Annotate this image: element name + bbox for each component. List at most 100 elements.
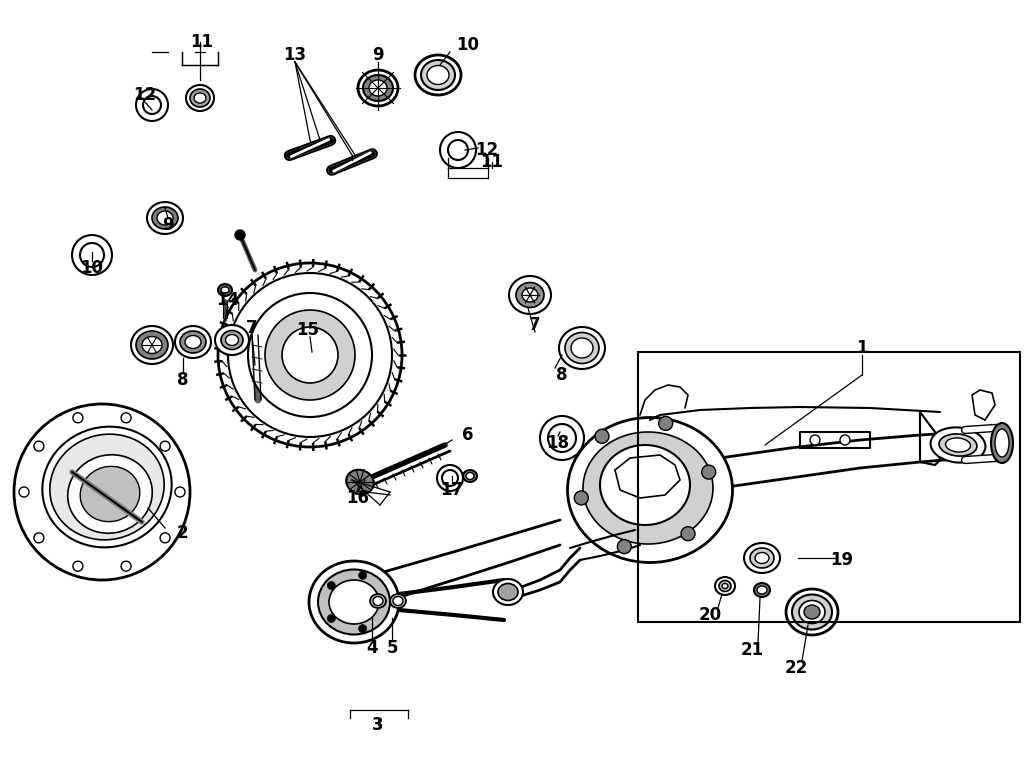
Ellipse shape (568, 418, 733, 562)
Circle shape (359, 625, 366, 632)
Ellipse shape (309, 561, 399, 643)
Ellipse shape (757, 586, 767, 594)
Text: 14: 14 (216, 291, 240, 309)
Text: 22: 22 (784, 659, 808, 677)
Ellipse shape (959, 431, 977, 459)
Ellipse shape (786, 589, 838, 635)
Ellipse shape (427, 66, 449, 85)
Circle shape (448, 140, 468, 160)
Text: 18: 18 (546, 434, 569, 452)
Circle shape (228, 273, 392, 437)
Ellipse shape (600, 445, 690, 525)
Text: 10: 10 (80, 259, 104, 277)
Circle shape (617, 539, 632, 554)
Circle shape (34, 533, 44, 543)
Text: 15: 15 (296, 321, 319, 339)
Ellipse shape (346, 469, 374, 495)
Circle shape (548, 424, 576, 452)
Ellipse shape (372, 597, 383, 606)
Text: 1: 1 (856, 339, 867, 357)
Text: 12: 12 (475, 141, 499, 159)
Ellipse shape (370, 594, 386, 608)
Ellipse shape (136, 331, 168, 359)
Ellipse shape (804, 605, 820, 619)
Text: 3: 3 (372, 716, 384, 734)
Ellipse shape (180, 331, 206, 353)
Ellipse shape (185, 335, 201, 348)
Ellipse shape (715, 577, 735, 595)
Text: 4: 4 (366, 639, 378, 657)
Ellipse shape (792, 594, 832, 629)
Circle shape (327, 581, 335, 590)
Circle shape (265, 310, 355, 400)
Ellipse shape (318, 569, 390, 635)
Text: 7: 7 (529, 316, 541, 334)
Text: 10: 10 (457, 36, 480, 54)
Circle shape (161, 533, 170, 543)
Circle shape (161, 441, 170, 451)
Text: 16: 16 (347, 489, 369, 507)
Text: 2: 2 (176, 524, 188, 542)
Text: 12: 12 (134, 86, 156, 104)
Text: 7: 7 (246, 319, 258, 337)
Text: 19: 19 (830, 551, 854, 569)
Ellipse shape (939, 434, 977, 456)
Ellipse shape (755, 552, 769, 564)
Ellipse shape (369, 80, 387, 96)
Ellipse shape (194, 93, 206, 103)
Ellipse shape (131, 326, 173, 364)
Ellipse shape (393, 597, 403, 606)
Circle shape (810, 435, 820, 445)
Circle shape (702, 465, 716, 479)
Ellipse shape (991, 423, 1013, 463)
Ellipse shape (498, 584, 518, 600)
Circle shape (840, 435, 850, 445)
Ellipse shape (463, 470, 477, 482)
Circle shape (378, 598, 386, 606)
Ellipse shape (719, 581, 731, 591)
Text: 11: 11 (481, 153, 503, 171)
Circle shape (574, 491, 589, 505)
Text: 21: 21 (741, 641, 764, 659)
Ellipse shape (218, 284, 232, 296)
Ellipse shape (147, 202, 183, 234)
Ellipse shape (80, 466, 140, 522)
Ellipse shape (421, 60, 455, 90)
Ellipse shape (466, 472, 474, 479)
Circle shape (659, 416, 673, 431)
Ellipse shape (42, 427, 172, 547)
Ellipse shape (152, 207, 178, 229)
Circle shape (34, 441, 44, 451)
Ellipse shape (175, 326, 211, 358)
Ellipse shape (946, 438, 970, 452)
Text: 8: 8 (557, 366, 568, 384)
Bar (638, 352, 1020, 622)
Circle shape (359, 572, 366, 579)
Circle shape (282, 327, 338, 383)
Ellipse shape (49, 434, 165, 539)
Circle shape (121, 561, 131, 572)
Ellipse shape (493, 579, 523, 605)
Text: 6: 6 (462, 426, 473, 444)
Text: 5: 5 (386, 639, 398, 657)
Ellipse shape (363, 75, 393, 101)
Circle shape (175, 487, 185, 497)
Text: 13: 13 (283, 46, 307, 64)
Circle shape (595, 429, 609, 443)
Circle shape (235, 230, 245, 240)
Text: 11: 11 (190, 33, 213, 51)
Ellipse shape (583, 432, 713, 544)
Circle shape (19, 487, 29, 497)
Ellipse shape (225, 335, 239, 345)
Ellipse shape (559, 327, 605, 369)
Circle shape (540, 416, 584, 460)
Ellipse shape (215, 325, 249, 355)
Circle shape (14, 404, 190, 580)
Ellipse shape (221, 331, 243, 350)
Ellipse shape (415, 55, 461, 95)
Circle shape (136, 89, 168, 121)
Ellipse shape (186, 85, 214, 111)
Circle shape (143, 96, 161, 114)
Ellipse shape (190, 89, 210, 107)
Circle shape (72, 235, 112, 275)
